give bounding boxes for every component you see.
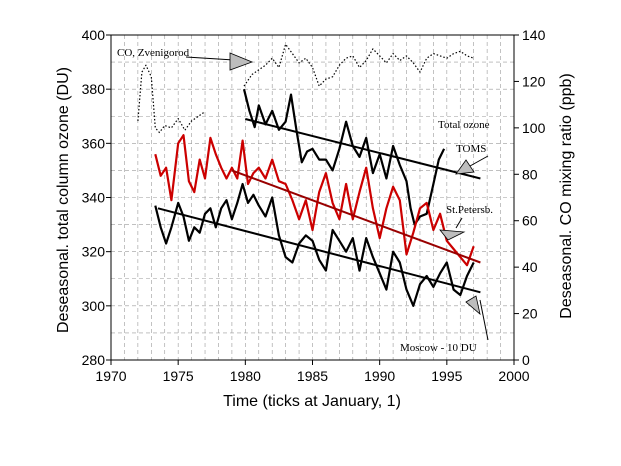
annotation-moscow: Moscow - 10 DU: [400, 342, 477, 354]
y-left-axis-title: Deseasonal. total column ozone (DU): [55, 67, 72, 333]
series-line-st-petersb: [154, 134, 475, 267]
x-tick-label: 1970: [95, 368, 126, 384]
y-right-tick-label: 120: [522, 73, 546, 89]
tick-labels: 1970 1975 1980 1985 1990 1995 2000 280 300 320 340…: [82, 27, 546, 384]
arrow-line-toms: [469, 155, 489, 167]
x-axis-title: Time (ticks at January, 1): [223, 393, 401, 410]
series-line-co-zvenigorod: [137, 64, 206, 134]
y-left-tick-label: 360: [82, 135, 106, 151]
y-left-tick-label: 380: [82, 81, 106, 97]
x-tick-label: 1975: [163, 368, 194, 384]
x-tick-label: 1990: [364, 368, 395, 384]
y-left-tick-label: 280: [82, 352, 106, 368]
y-right-tick-label: 80: [522, 166, 538, 182]
y-left-tick-label: 400: [82, 27, 106, 43]
arrow-head-st-petersburg: [439, 229, 466, 241]
x-tick-label: 1985: [297, 368, 328, 384]
y-right-tick-label: 40: [522, 259, 538, 275]
y-left-tick-label: 340: [82, 190, 106, 206]
x-tick-label: 1980: [230, 368, 261, 384]
y-right-tick-label: 100: [522, 120, 546, 136]
series-line-total-ozone-toms: [242, 88, 446, 226]
arrow-head-co: [229, 52, 254, 71]
y-right-tick-label: 140: [522, 27, 546, 43]
y-right-tick-label: 0: [522, 352, 530, 368]
y-left-tick-label: 300: [82, 298, 106, 314]
y-right-axis-title: Deseasonal. CO mixing ratio (ppb): [558, 73, 575, 318]
y-right-tick-label: 60: [522, 213, 538, 229]
arrow-line-st-petersburg: [455, 217, 463, 229]
series-line-co-zvenigorod-1979-1997: [243, 43, 474, 87]
y-left-tick-label: 320: [82, 244, 106, 260]
annotation-toms: TOMS: [456, 143, 486, 155]
x-tick-label: 1995: [431, 368, 462, 384]
arrow-line-co: [185, 56, 235, 61]
series-line-st-petersb-trend: [231, 169, 481, 264]
series-line-toms-trend: [245, 118, 481, 180]
series-line-moscow-trend: [157, 207, 481, 294]
annotation-total-ozone: Total ozone: [438, 119, 490, 131]
x-tick-label: 2000: [498, 368, 529, 384]
series-group: [137, 43, 481, 307]
arrow-head-moscow: [465, 295, 481, 316]
y-right-tick-label: 20: [522, 306, 538, 322]
annotation-st-petersburg: St.Petersb.: [446, 204, 493, 216]
arrow-line-moscow: [479, 299, 489, 341]
annotation-co-zvenigorod: CO, Zvenigorod: [117, 47, 190, 59]
series-line-moscow-10-du: [154, 182, 475, 307]
arrow-head-toms: [455, 159, 475, 175]
